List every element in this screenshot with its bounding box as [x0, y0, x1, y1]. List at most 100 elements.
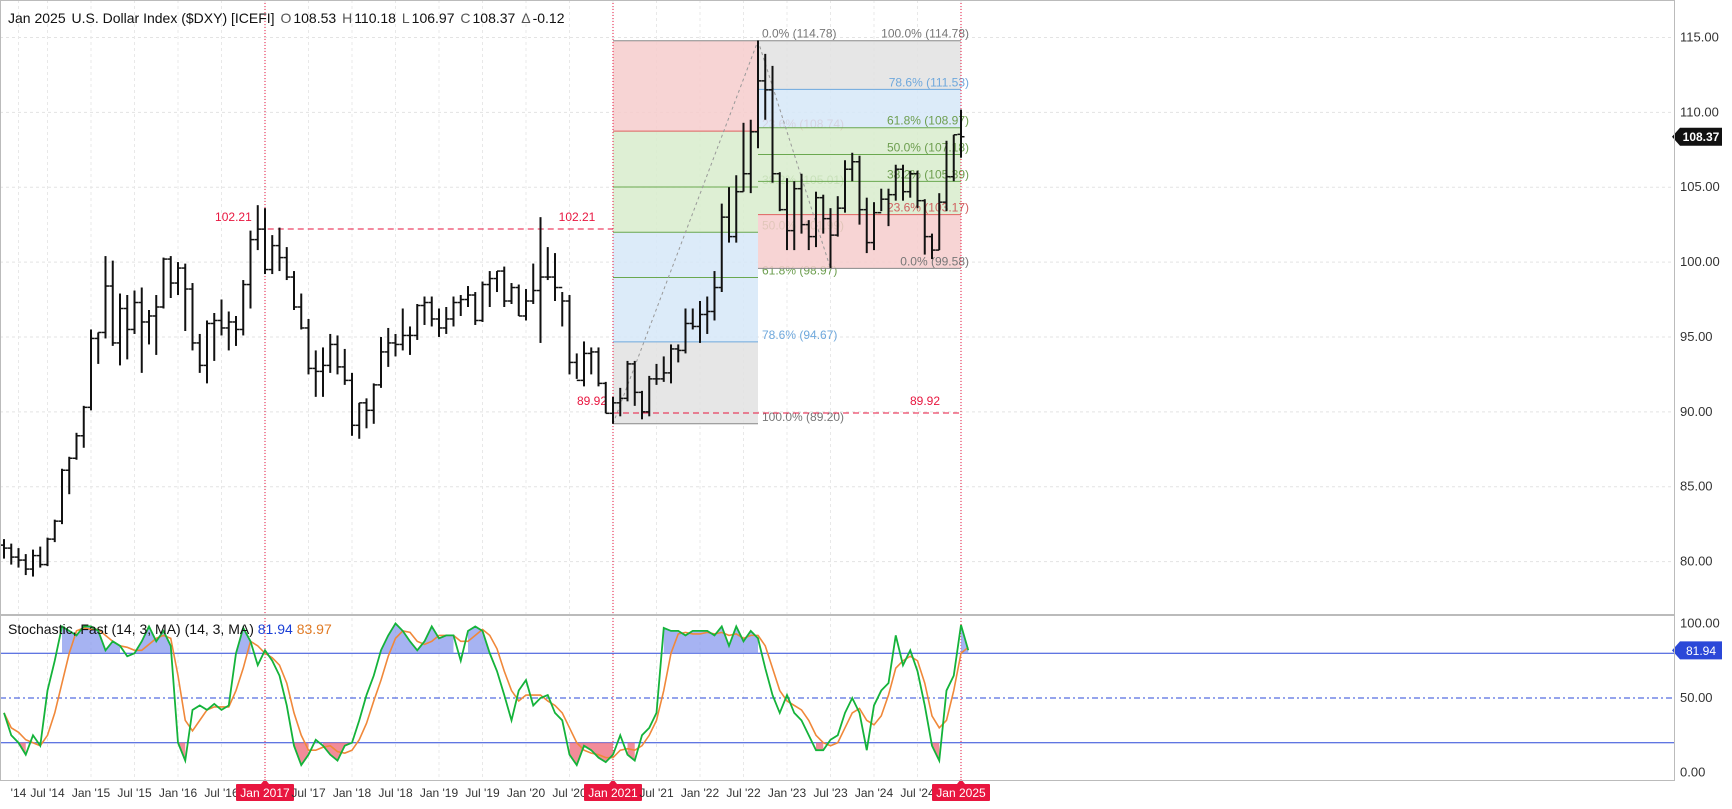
fib-label: 100.0% (114.78) [881, 27, 969, 41]
stochastic-title: Stochastic, Fast (14, 3, MA) [8, 621, 181, 637]
time-highlight-badge [932, 784, 990, 801]
header-low-label: L [401, 10, 410, 26]
fib-label: 38.2% (105.39) [887, 167, 969, 181]
ohlc-bars [0, 40, 965, 577]
price-tick-label: 95.00 [1680, 329, 1713, 344]
time-tick-label: Jan '15 [72, 786, 111, 800]
reference-label: 89.92 [577, 394, 607, 408]
time-tick-label: Jul '16 [204, 786, 239, 800]
fib-band [613, 187, 758, 233]
fib-label: 23.6% (103.17) [887, 201, 969, 215]
fib-trendline [612, 40, 759, 424]
time-tick-label: Jul '18 [378, 786, 413, 800]
fib-label: 78.6% (94.67) [762, 328, 837, 342]
stochastic-d-line [3, 627, 969, 759]
price-tick-label: 115.00 [1680, 29, 1719, 44]
price-tick-label: 85.00 [1680, 479, 1713, 494]
stochastic-tick-label: 0.00 [1680, 765, 1705, 780]
stochastic-overbought-fill [381, 623, 454, 654]
header-open-label: O [280, 10, 292, 26]
stochastic-overbought-fill [62, 626, 120, 654]
fib-label: 78.6% (111.53) [889, 75, 969, 89]
fib-band [758, 89, 961, 128]
reference-label: 102.21 [215, 210, 252, 224]
header-open: 108.53 [293, 10, 337, 26]
stochastic-tick-label: 50.00 [1680, 690, 1713, 705]
time-axis: '14 Jul '14 Jan '15 Jul '15 Jan '16 Jul '16 Ja… [11, 779, 990, 801]
reference-lines: 102.21 102.21 89.92 89.92 [215, 210, 961, 414]
price-tick-label: 105.00 [1680, 179, 1720, 194]
stochastic-overbought-fill [134, 626, 171, 654]
last-price-label: 108.37 [1683, 130, 1720, 144]
stochastic-oversold-fill [816, 742, 824, 751]
time-tick-label: Jan '24 [855, 786, 894, 800]
time-tick-label: Jan 2017 [240, 786, 290, 800]
stochastic-k-line [3, 621, 970, 768]
fib-label: 50.0% (107.18) [887, 141, 969, 155]
header-low: 106.97 [411, 10, 455, 26]
price-tick-label: 100.00 [1680, 254, 1720, 269]
reference-label: 102.21 [559, 210, 596, 224]
fib-label: 100.0% (89.20) [762, 410, 844, 424]
stochastic-k-value: 81.94 [257, 621, 293, 637]
time-highlight-pointer [261, 779, 269, 784]
time-highlight-pointer [957, 779, 965, 784]
price-panel-header: Jan 2025 U.S. Dollar Index ($DXY) [ICEFI… [8, 10, 567, 26]
price-tick-label: 80.00 [1680, 554, 1713, 569]
stochastic-last-marker [1672, 641, 1722, 660]
time-tick-label: Jan '16 [159, 786, 198, 800]
fib-band [613, 131, 758, 188]
reference-label: 89.92 [910, 394, 940, 408]
fib-band [758, 40, 961, 90]
header-instrument: U.S. Dollar Index ($DXY) [ICEFI] [71, 10, 275, 26]
time-tick-label: Jan '23 [768, 786, 807, 800]
time-tick-label: Jul '21 [639, 786, 674, 800]
time-highlight-badge [584, 784, 642, 801]
time-tick-label: Jul '20 [552, 786, 587, 800]
fib-retracement-1: 0.0% (114.78)23.6% (108.74)38.2% (105.01… [612, 27, 844, 425]
fib-band [758, 127, 961, 155]
time-tick-label: Jan 2021 [588, 786, 638, 800]
time-tick-label: Jul '15 [117, 786, 152, 800]
fib-label: 0.0% (114.78) [762, 27, 837, 41]
fib-label: 61.8% (108.97) [887, 114, 969, 128]
time-highlight-badge [236, 784, 294, 801]
stochastic-tick-label: 100.00 [1680, 615, 1720, 630]
header-close: 108.37 [472, 10, 516, 26]
fib-trendline [757, 40, 831, 269]
stochastic-last-label: 81.94 [1686, 644, 1716, 658]
price-axis: 115.00 110.00 105.00 100.00 95.00 90.00 85.00 8… [1672, 29, 1722, 569]
price-tick-label: 90.00 [1680, 404, 1713, 419]
stochastic-overbought-fill [236, 627, 251, 654]
fib-band [613, 232, 758, 278]
time-tick-label: Jul '22 [726, 786, 761, 800]
time-highlight-pointer [609, 779, 617, 784]
time-tick-label: '14 [11, 786, 27, 800]
time-tick-label: Jan '18 [333, 786, 372, 800]
stochastic-overbought-fill [468, 626, 490, 654]
stochastic-d-value: 83.97 [296, 621, 332, 637]
stochastic-params: (14, 3, MA) [184, 621, 254, 637]
time-tick-label: Jul '17 [291, 786, 326, 800]
time-tick-label: Jan '19 [420, 786, 459, 800]
fib-retracement-2: 100.0% (114.78) 78.6% (111.53) 61.8% (108.… [757, 27, 969, 269]
time-tick-label: Jan '20 [507, 786, 546, 800]
header-high: 110.18 [354, 10, 396, 26]
time-tick-label: Jan 2025 [936, 786, 986, 800]
fib-band [613, 341, 758, 424]
price-panel-border [0, 0, 1675, 615]
header-change: -0.12 [532, 10, 565, 26]
time-tick-label: Jul '23 [813, 786, 848, 800]
last-price-marker [1672, 127, 1722, 146]
stochastic-panel-border [0, 615, 1675, 781]
time-tick-label: Jan '22 [681, 786, 720, 800]
price-tick-label: 110.00 [1680, 104, 1719, 119]
time-tick-label: Jul '14 [30, 786, 65, 800]
header-period: Jan 2025 [8, 10, 66, 26]
time-tick-label: Jul '19 [465, 786, 500, 800]
time-tick-label: Jul '24 [900, 786, 935, 800]
stochastic-header: Stochastic, Fast (14, 3, MA) (14, 3, MA)… [8, 621, 332, 637]
header-change-label: Δ [521, 10, 531, 26]
header-high-label: H [342, 10, 353, 26]
